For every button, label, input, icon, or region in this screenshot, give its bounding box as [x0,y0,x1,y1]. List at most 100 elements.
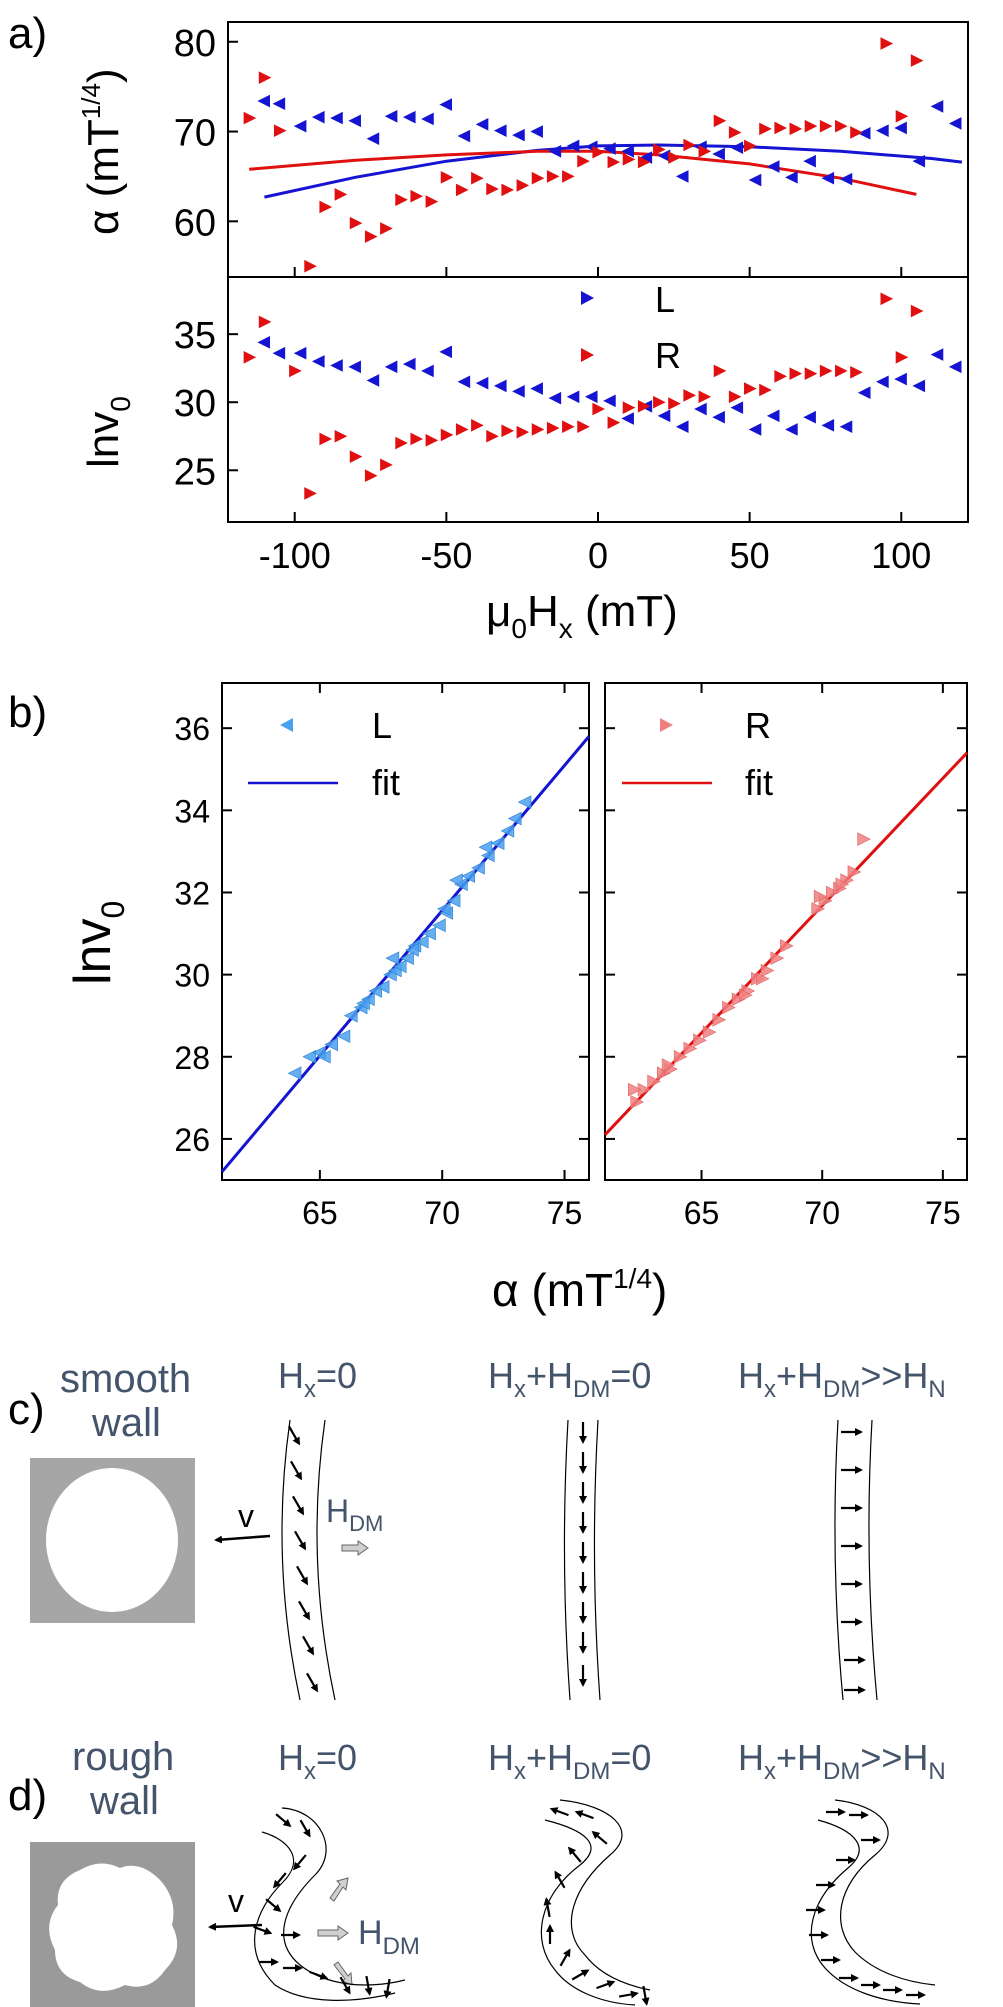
x-tick-label: 50 [730,535,770,576]
point-R [304,487,317,500]
point-L [839,172,853,186]
legend-L-marker [581,291,594,305]
a-top-ylabel: α (mT1/4) [76,68,128,235]
panel-d-label: d) [8,1771,47,1820]
point-R [835,877,850,892]
point-L [857,127,871,140]
point-L [839,420,853,434]
point-L [675,170,689,183]
point-R [770,951,785,965]
moment-arrow [302,1635,314,1656]
point-L [257,94,270,108]
point-L [712,410,725,424]
d-hdm-arrow-2 [329,1877,349,1902]
moment-arrow [567,1846,582,1863]
point-R [637,400,651,413]
point-R [910,54,924,67]
point-R [410,189,424,203]
point-L [293,119,307,133]
point-R [607,155,621,169]
point-L [400,951,414,965]
point-L [414,934,429,949]
point-R [759,383,772,397]
point-R [486,182,499,196]
point-L [803,154,816,168]
point-L [857,386,871,399]
point-L [324,1037,338,1052]
moment-arrow [549,1807,569,1817]
point-L [748,173,762,187]
point-L [694,402,707,416]
moment-arrow [306,1672,318,1693]
point-R [811,902,826,916]
point-L [566,390,580,404]
point-L [439,98,452,111]
point-R [653,395,666,409]
point-L [257,336,270,349]
y-tick-label: 30 [174,383,216,425]
point-R [804,367,818,380]
panel-a-label: a) [8,9,47,58]
a-legend: L R [581,279,681,376]
point-L [730,401,744,414]
a-bottom-ylabel: lnv0 [79,396,136,468]
x-tick-label: 0 [588,535,608,576]
point-L [432,918,446,933]
y-tick-label: 32 [174,875,210,911]
point-R [334,429,348,443]
fit-line-fit [220,735,591,1173]
c-title-line2: wall [91,1401,161,1445]
point-L [530,125,543,138]
point-R [364,230,378,243]
y-tick-label: 34 [174,793,210,829]
point-R [698,144,712,158]
point-L [912,154,926,168]
b-left-legend-points: L [372,705,392,746]
panel-c-label: c) [8,1385,45,1434]
d-v-label: v [228,1883,244,1919]
c-wall-3 [834,1419,878,1701]
d-col2-header: Hx+HDM=0 [488,1737,651,1785]
point-R [455,423,469,436]
point-L [293,346,307,360]
moment-arrow [275,1813,292,1828]
x-tick-label: -100 [259,535,331,576]
x-tick-label: 70 [424,1195,460,1231]
point-R [673,1049,688,1064]
y-tick-label: 26 [174,1122,210,1158]
d-hdm-arrow-3 [333,1961,353,1986]
point-R [630,1095,645,1109]
point-R [647,1074,661,1089]
point-R [425,434,439,447]
point-R [628,1082,642,1097]
c-smooth-domain-bubble [46,1468,178,1612]
point-L [948,117,962,130]
point-L [566,139,580,153]
moment-arrow [290,1460,302,1481]
point-R [319,200,333,214]
point-L [385,951,400,965]
moment-arrow [591,1830,608,1845]
d-title-line2: wall [89,1779,159,1823]
point-L [876,375,889,389]
point-L [457,375,471,389]
point-L [712,147,725,161]
d-velocity-arrow [208,1922,263,1931]
point-L [384,360,398,374]
point-L [639,151,653,164]
moment-arrow [296,1565,308,1586]
moment-arrow [574,1810,594,1820]
y-tick-label: 30 [174,958,210,994]
moment-arrow [339,1976,351,1995]
moment-arrow [309,1970,329,1980]
point-L [272,97,286,111]
y-tick-label: 60 [174,202,216,244]
d-rough-domain-bubble [49,1863,178,1991]
point-R [607,416,621,429]
point-R [501,183,515,197]
point-R [759,122,772,136]
b-right-legend-points: R [745,705,771,746]
point-R [380,222,393,235]
point-L [475,118,489,131]
point-R [835,119,848,133]
